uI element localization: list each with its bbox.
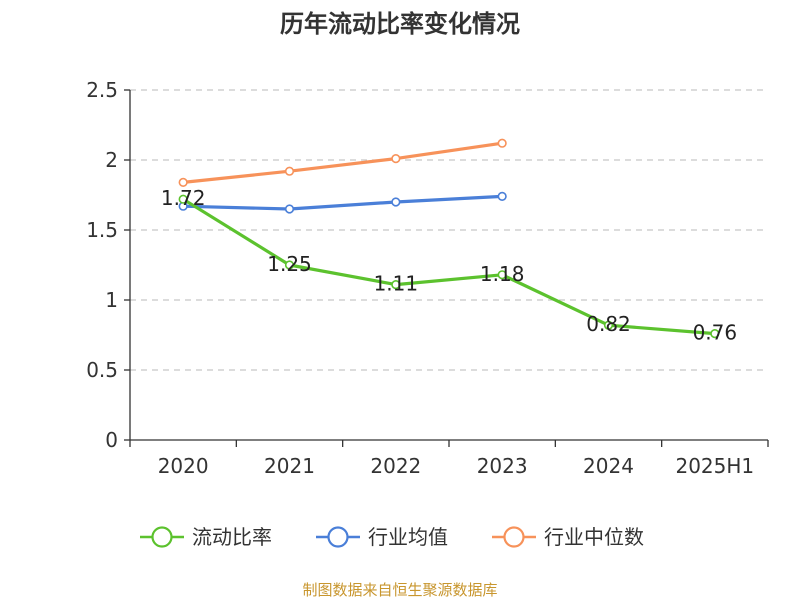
series-point-2 (178, 177, 188, 187)
legend-item-2[interactable]: 行业中位数 (492, 525, 644, 549)
data-label: 1.18 (480, 262, 525, 286)
x-tick-label: 2021 (264, 454, 315, 478)
y-tick-label: 1.5 (86, 218, 118, 242)
x-tick-label: 2023 (477, 454, 528, 478)
series-point-0 (391, 280, 401, 290)
series-point-0 (497, 270, 507, 280)
data-label: 1.11 (374, 272, 419, 296)
series-line-2 (181, 141, 504, 184)
data-label: 0.76 (693, 321, 738, 345)
axes: 0 0.5 1 1.5 2 2.5 2020 2021 2022 2023 2024 2025H1 (86, 78, 769, 478)
chart-title: 历年流动比率变化情况 (280, 10, 520, 38)
series-point-0 (603, 320, 614, 330)
data-label: 1.72 (161, 186, 206, 210)
grid-lines (130, 89, 768, 371)
series-point-0 (284, 260, 295, 270)
data-labels: 1.72 1.25 1.11 1.18 0.82 0.76 (161, 186, 737, 344)
y-tick-label: 2.5 (86, 78, 118, 102)
legend-marker-2 (503, 526, 525, 548)
source-note: 制图数据来自恒生聚源数据库 (302, 581, 497, 599)
x-tick-label: 2024 (583, 454, 634, 478)
series-point-2 (391, 154, 401, 164)
x-tick-label: 2022 (370, 454, 421, 478)
y-tick-label: 1 (105, 288, 118, 312)
series-point-2 (284, 166, 295, 176)
legend-marker-0 (151, 526, 173, 548)
x-tick-label: 2025H1 (675, 454, 754, 478)
data-label: 1.25 (267, 252, 312, 276)
legend-label-1: 行业均值 (368, 525, 448, 549)
y-tick-label: 0.5 (86, 358, 118, 382)
legend-item-1[interactable]: 行业均值 (316, 525, 448, 549)
y-tick-label: 0 (105, 428, 118, 452)
x-tick-label: 2020 (158, 454, 209, 478)
series-point-0 (178, 194, 188, 204)
series-point-1 (497, 191, 507, 201)
legend-label-0: 流动比率 (192, 525, 272, 549)
series-line-1 (181, 194, 504, 211)
series-layer (178, 138, 720, 339)
series-line-0 (181, 197, 717, 336)
series-point-2 (497, 138, 507, 148)
legend-label-2: 行业中位数 (544, 525, 644, 549)
series-point-0 (710, 329, 720, 339)
legend-item-0[interactable]: 流动比率 (140, 525, 272, 549)
series-point-1 (284, 204, 295, 214)
y-tick-label: 2 (105, 148, 118, 172)
data-label: 0.82 (586, 312, 631, 336)
legend-marker-1 (327, 526, 349, 548)
series-point-1 (391, 197, 401, 207)
legend: 流动比率 行业均值 行业中位数 (140, 525, 644, 549)
